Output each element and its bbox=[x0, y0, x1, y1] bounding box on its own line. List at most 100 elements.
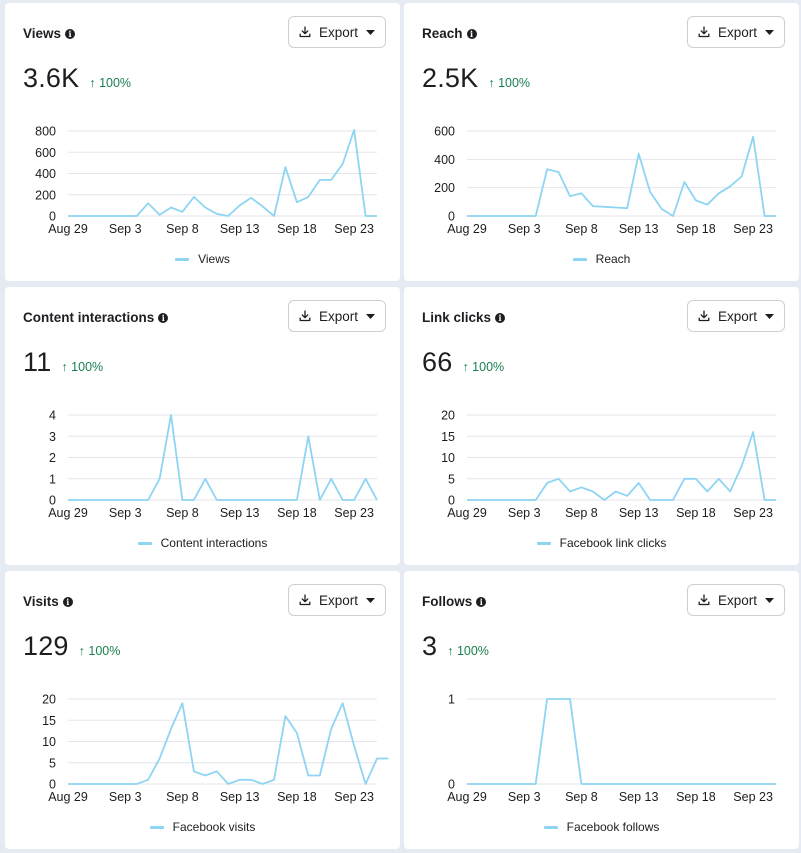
x-tick-label: Sep 23 bbox=[334, 506, 374, 520]
views-card: Views i Export 3.6K ↑ 100% 0 200 400 600 800… bbox=[5, 3, 400, 281]
metric-change: ↑ 100% bbox=[78, 644, 121, 658]
y-tick-label: 20 bbox=[441, 409, 455, 423]
x-tick-label: Sep 13 bbox=[619, 790, 659, 804]
caret-down-icon bbox=[366, 597, 376, 603]
legend-swatch bbox=[543, 825, 558, 829]
legend-swatch bbox=[536, 541, 551, 545]
y-tick-label: 5 bbox=[448, 472, 455, 486]
metric: 3.6K ↑ 100% bbox=[23, 63, 131, 94]
download-icon bbox=[698, 26, 710, 38]
info-icon[interactable]: i bbox=[65, 28, 76, 39]
x-tick-label: Aug 29 bbox=[48, 790, 88, 804]
caret-down-icon bbox=[765, 597, 775, 603]
series-line bbox=[68, 414, 378, 501]
follows-chart: 0 1 Aug 29 Sep 3 Sep 8 Sep 13 Sep 18 Sep 23 bbox=[447, 693, 776, 804]
content-interactions-chart: 0 1 2 3 4 Aug 29 Sep 3 Sep 8 Sep 13 Sep 18 Sep 23 bbox=[48, 409, 378, 520]
caret-down-icon bbox=[765, 313, 775, 319]
export-button[interactable]: Export bbox=[687, 16, 785, 48]
chart-legend[interactable]: Facebook visits bbox=[5, 820, 400, 834]
info-icon[interactable]: i bbox=[495, 312, 506, 323]
card-title: Visits i bbox=[23, 594, 73, 609]
x-tick-label: Sep 3 bbox=[109, 506, 142, 520]
card-title: Reach i bbox=[422, 26, 477, 41]
card-title: Follows i bbox=[422, 594, 487, 609]
y-tick-label: 15 bbox=[441, 430, 455, 444]
x-tick-label: Sep 8 bbox=[166, 506, 199, 520]
metric-value: 66 bbox=[422, 347, 453, 377]
export-button[interactable]: Export bbox=[288, 584, 386, 616]
x-tick-label: Aug 29 bbox=[447, 222, 487, 236]
metric-change: ↑ 100% bbox=[488, 76, 531, 90]
y-tick-label: 1 bbox=[49, 472, 56, 486]
metric-value: 129 bbox=[23, 631, 69, 661]
metric: 129 ↑ 100% bbox=[23, 631, 120, 662]
chart-legend[interactable]: Facebook link clicks bbox=[404, 536, 799, 550]
content-interactions-card: Content interactions i Export 11 ↑ 100% … bbox=[5, 287, 400, 565]
info-icon[interactable]: i bbox=[62, 596, 73, 607]
chart-legend[interactable]: Content interactions bbox=[5, 536, 400, 550]
metric-change: ↑ 100% bbox=[447, 644, 489, 658]
y-tick-label: 5 bbox=[49, 756, 56, 770]
legend-label: Facebook follows bbox=[566, 820, 660, 834]
x-tick-label: Sep 13 bbox=[619, 222, 659, 236]
views-chart: 0 200 400 600 800 Aug 29 Sep 3 Sep 8 Sep 13 Sep 1… bbox=[35, 125, 377, 236]
metric-value: 3 bbox=[422, 631, 438, 661]
x-tick-label: Sep 8 bbox=[565, 790, 598, 804]
x-tick-label: Aug 29 bbox=[447, 790, 487, 804]
info-icon[interactable]: i bbox=[476, 596, 487, 607]
y-tick-label: 0 bbox=[49, 778, 56, 792]
legend-label: Reach bbox=[595, 252, 631, 266]
card-title-text: Visits bbox=[23, 594, 59, 609]
export-label: Export bbox=[717, 592, 758, 608]
export-label: Export bbox=[318, 308, 359, 324]
card-title: Content interactions i bbox=[23, 310, 169, 325]
export-button[interactable]: Export bbox=[288, 16, 386, 48]
info-icon[interactable]: i bbox=[158, 312, 169, 323]
series-line bbox=[68, 129, 377, 217]
chart-legend[interactable]: Reach bbox=[404, 252, 799, 266]
export-label: Export bbox=[717, 24, 758, 40]
card-title-text: Follows bbox=[422, 594, 473, 609]
info-icon[interactable]: i bbox=[466, 28, 477, 39]
metric-change: ↑ 100% bbox=[61, 360, 104, 374]
y-tick-label: 200 bbox=[434, 181, 455, 195]
y-tick-label: 4 bbox=[49, 409, 56, 423]
y-tick-label: 0 bbox=[448, 210, 455, 224]
x-tick-label: Sep 8 bbox=[166, 222, 199, 236]
metric: 3 ↑ 100% bbox=[422, 631, 489, 662]
y-tick-label: 10 bbox=[42, 735, 56, 749]
y-tick-label: 800 bbox=[35, 125, 56, 139]
export-button[interactable]: Export bbox=[687, 300, 785, 332]
export-button[interactable]: Export bbox=[288, 300, 386, 332]
card-title: Link clicks i bbox=[422, 310, 506, 325]
x-tick-label: Aug 29 bbox=[447, 506, 487, 520]
x-tick-label: Sep 8 bbox=[166, 790, 199, 804]
x-tick-label: Sep 23 bbox=[733, 506, 773, 520]
series-line bbox=[467, 431, 776, 501]
reach-chart: 0 200 400 600 Aug 29 Sep 3 Sep 8 Sep 13 Sep 18 Se… bbox=[434, 125, 776, 236]
card-title-text: Reach bbox=[422, 26, 463, 41]
y-tick-label: 2 bbox=[49, 451, 56, 465]
metric-value: 2.5K bbox=[422, 63, 479, 93]
x-tick-label: Sep 23 bbox=[733, 790, 773, 804]
card-title-text: Views bbox=[23, 26, 62, 41]
download-icon bbox=[299, 26, 311, 38]
x-tick-label: Sep 3 bbox=[109, 222, 142, 236]
y-tick-label: 3 bbox=[49, 430, 56, 444]
y-tick-label: 400 bbox=[35, 167, 56, 181]
legend-label: Facebook link clicks bbox=[559, 536, 667, 550]
chart-legend[interactable]: Views bbox=[5, 252, 400, 266]
legend-swatch bbox=[175, 257, 190, 261]
y-tick-label: 0 bbox=[49, 494, 56, 508]
metric-value: 11 bbox=[23, 347, 52, 377]
caret-down-icon bbox=[765, 29, 775, 35]
x-tick-label: Sep 8 bbox=[565, 506, 598, 520]
chart-legend[interactable]: Facebook follows bbox=[404, 820, 799, 834]
y-tick-label: 0 bbox=[49, 210, 56, 224]
export-button[interactable]: Export bbox=[687, 584, 785, 616]
metric-value: 3.6K bbox=[23, 63, 80, 93]
series-line bbox=[467, 698, 776, 785]
metric: 2.5K ↑ 100% bbox=[422, 63, 530, 94]
metric-change: ↑ 100% bbox=[89, 76, 132, 90]
x-tick-label: Sep 13 bbox=[619, 506, 659, 520]
